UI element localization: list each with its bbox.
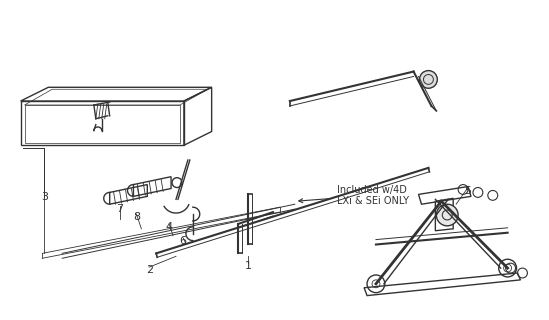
- Text: 2: 2: [145, 265, 153, 275]
- Text: 3: 3: [41, 192, 48, 202]
- Text: 5: 5: [464, 187, 472, 196]
- Text: 8: 8: [133, 212, 140, 222]
- Text: 6: 6: [180, 236, 187, 245]
- Circle shape: [436, 204, 458, 226]
- Text: 7: 7: [116, 204, 123, 214]
- Circle shape: [419, 71, 438, 88]
- Text: 1: 1: [245, 261, 252, 271]
- Text: 4: 4: [165, 222, 172, 232]
- Text: Included w/4D
LXi & SEi ONLY: Included w/4D LXi & SEi ONLY: [299, 185, 410, 206]
